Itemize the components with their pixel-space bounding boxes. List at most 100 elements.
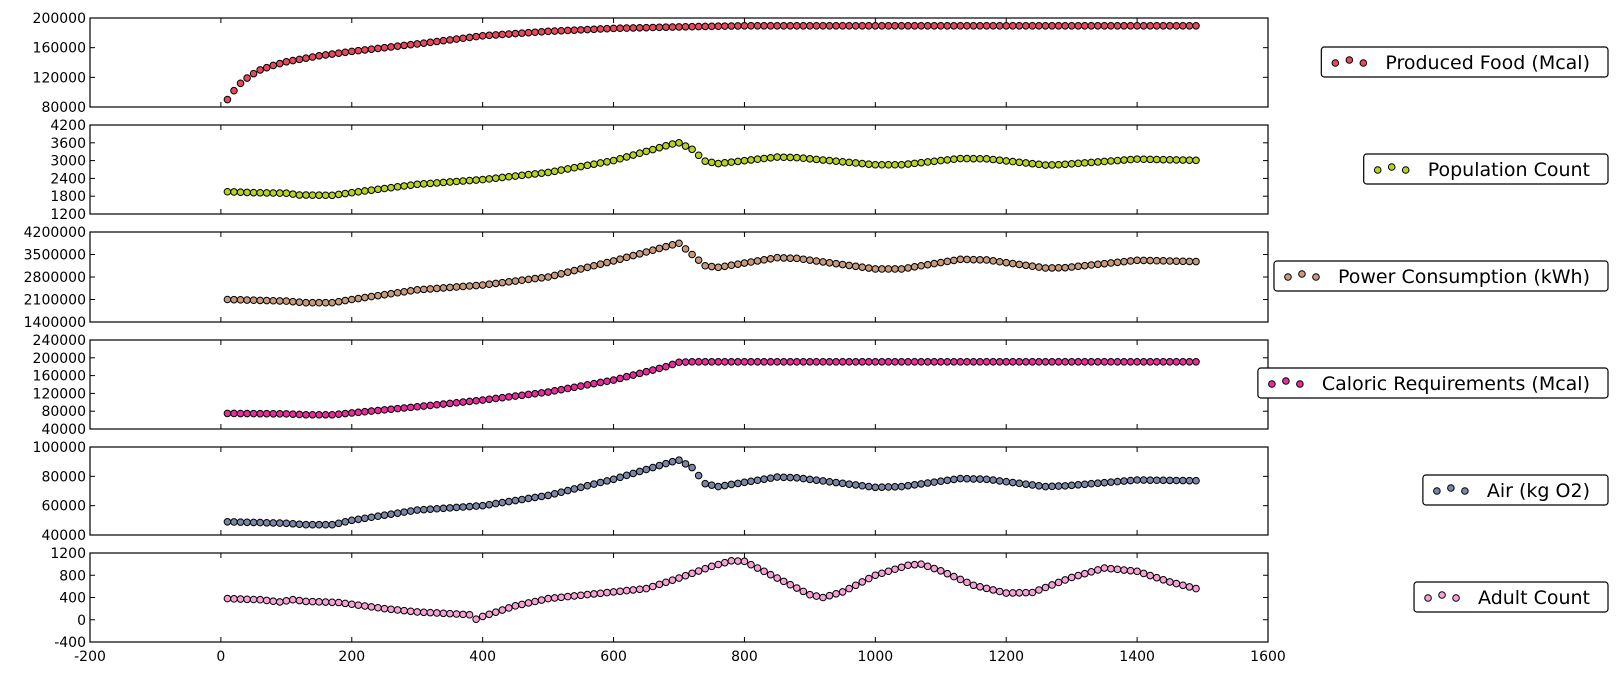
data-point: [812, 21, 821, 30]
data-point: [1139, 476, 1148, 484]
data-point: [295, 191, 304, 199]
data-point: [1035, 358, 1043, 366]
data-point: [485, 280, 494, 289]
subplot-5: 40000 60000 80000 100000 Air (kg O2): [33, 440, 1609, 544]
data-point: [871, 160, 880, 169]
data-point: [629, 371, 637, 379]
data-point: [956, 358, 965, 366]
data-point: [662, 23, 670, 32]
data-point: [1022, 588, 1030, 597]
data-point: [334, 190, 343, 199]
data-point: [753, 476, 762, 485]
legend-marker: [1447, 484, 1455, 492]
x-tick-label: 1600: [1250, 649, 1286, 665]
data-point: [950, 475, 958, 484]
y-tick-label: 40000: [41, 422, 86, 438]
data-point: [439, 178, 448, 187]
data-point: [740, 259, 749, 267]
data-point: [328, 298, 336, 307]
data-point: [1002, 258, 1011, 267]
data-point: [275, 59, 284, 68]
x-tick-label: 400: [469, 649, 496, 665]
data-point: [891, 21, 899, 30]
data-point: [223, 518, 232, 526]
data-point: [452, 610, 461, 618]
data-point: [275, 189, 284, 197]
data-point: [1126, 566, 1135, 575]
data-point: [1067, 358, 1076, 366]
data-point: [721, 481, 729, 490]
data-point: [563, 26, 572, 35]
data-point: [590, 480, 598, 488]
data-point: [537, 596, 546, 604]
data-point: [721, 558, 729, 567]
data-point: [838, 260, 847, 269]
data-point: [1185, 476, 1194, 485]
data-point: [714, 358, 723, 366]
data-point: [413, 608, 422, 616]
data-point: [884, 567, 893, 576]
data-point: [1002, 589, 1011, 597]
data-point: [832, 21, 840, 30]
data-point: [917, 158, 925, 167]
data-point: [459, 34, 467, 43]
data-point: [1179, 581, 1187, 590]
y-tick-label: 4200: [50, 118, 86, 134]
data-point: [969, 255, 978, 264]
data-point: [570, 592, 579, 600]
data-point: [1120, 257, 1128, 266]
data-point: [936, 156, 945, 165]
data-point: [1192, 476, 1200, 485]
y-tick-label: 3000: [50, 154, 86, 170]
data-point: [923, 158, 932, 166]
data-point: [262, 189, 271, 197]
data-point: [773, 574, 781, 582]
data-point: [400, 508, 408, 516]
data-point: [1152, 573, 1161, 582]
data-point: [956, 575, 965, 584]
data-point: [491, 394, 500, 403]
data-point: [1139, 256, 1148, 265]
data-point: [753, 257, 762, 265]
data-point: [393, 606, 402, 614]
data-point: [1028, 358, 1037, 366]
data-point: [864, 574, 873, 583]
data-point: [1015, 21, 1024, 30]
data-point: [289, 410, 297, 418]
data-point: [315, 52, 323, 60]
data-point: [982, 475, 991, 484]
data-point: [1139, 569, 1148, 578]
data-point: [439, 609, 448, 618]
legend-box: [1363, 153, 1609, 185]
data-point: [563, 268, 572, 276]
data-point: [367, 186, 376, 194]
data-point: [668, 140, 677, 148]
data-point: [1054, 358, 1063, 366]
data-point: [1067, 481, 1076, 490]
data-point: [825, 258, 834, 267]
data-point: [878, 483, 886, 491]
y-tick-label: 1800: [50, 189, 86, 205]
data-point: [806, 155, 814, 163]
data-point: [354, 46, 363, 55]
data-point: [1185, 21, 1194, 30]
data-point: [930, 564, 939, 573]
data-point: [393, 183, 402, 191]
data-point: [701, 358, 709, 366]
data-point: [243, 296, 251, 304]
data-point: [969, 154, 978, 163]
data-point: [1152, 21, 1161, 30]
data-point: [256, 66, 264, 74]
data-point: [1054, 263, 1063, 272]
data-point: [989, 476, 997, 484]
data-point: [230, 518, 238, 526]
data-point: [668, 457, 677, 466]
data-point: [400, 404, 408, 412]
data-point: [590, 590, 598, 598]
y-tick-label: 4200000: [24, 225, 86, 241]
data-point: [943, 476, 952, 485]
data-point: [989, 21, 997, 30]
data-point: [308, 191, 317, 199]
data-point: [845, 261, 853, 270]
data-point: [1185, 156, 1194, 164]
